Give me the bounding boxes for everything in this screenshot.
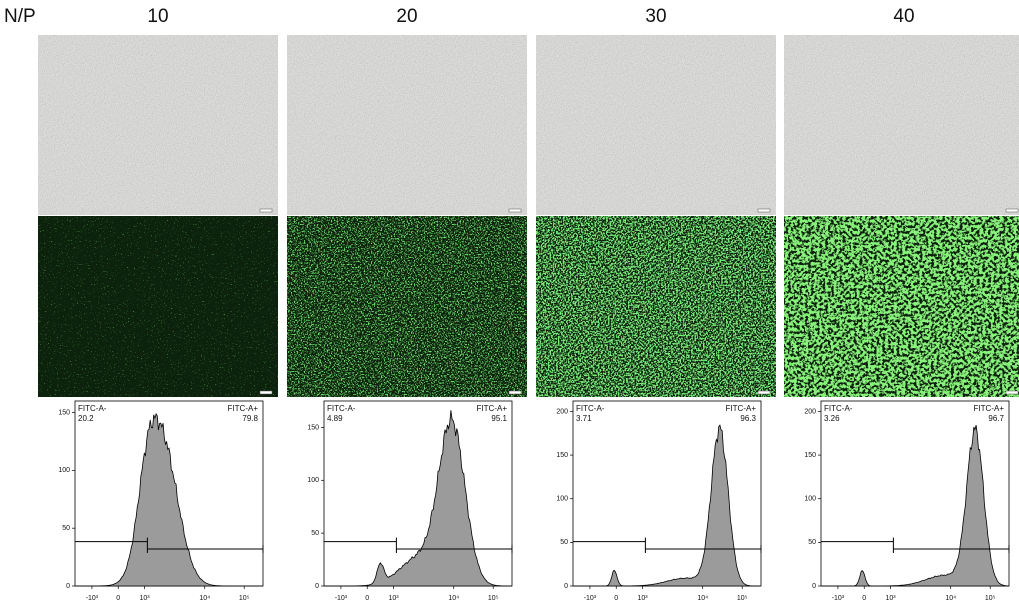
histogram-curve xyxy=(75,412,263,587)
gate-label: FITC-A- xyxy=(78,404,107,413)
gate-percent: 96.3 xyxy=(740,414,756,423)
x-tick-label: 10⁵ xyxy=(239,595,250,602)
fluorescence-image xyxy=(536,216,776,397)
gate-label: FITC-A+ xyxy=(228,404,259,413)
column-label: 40 xyxy=(893,6,914,27)
gate-label: FITC-A+ xyxy=(726,404,757,413)
y-tick-label: 100 xyxy=(58,467,70,474)
y-tick-label: 50 xyxy=(560,539,568,546)
y-tick-label: 150 xyxy=(804,452,816,459)
y-tick-label: 150 xyxy=(556,452,568,459)
brightfield-image xyxy=(536,35,776,215)
scale-bar xyxy=(757,208,771,213)
x-tick-label: -10³ xyxy=(832,595,845,602)
y-tick-label: 0 xyxy=(812,583,816,590)
column-label: 10 xyxy=(147,6,168,27)
brightfield-image xyxy=(784,35,1019,215)
x-tick-label: 10⁴ xyxy=(448,595,459,602)
y-tick-label: 100 xyxy=(556,496,568,503)
x-tick-label: 10⁵ xyxy=(985,595,996,602)
fluorescence-image xyxy=(38,216,278,397)
gate-percent: 3.26 xyxy=(824,414,840,423)
histogram-curve xyxy=(573,424,761,587)
gate-percent: 79.8 xyxy=(242,414,258,423)
gate-label: FITC-A- xyxy=(576,404,605,413)
y-tick-label: 100 xyxy=(307,477,319,484)
gate-percent: 20.2 xyxy=(78,414,94,423)
y-tick-label: 50 xyxy=(808,539,816,546)
column-label: 30 xyxy=(645,6,666,27)
gate-label: FITC-A+ xyxy=(974,404,1005,413)
x-tick-label: 10³ xyxy=(388,595,399,602)
y-tick-label: 0 xyxy=(564,583,568,590)
gate-label: FITC-A+ xyxy=(477,404,508,413)
y-tick-label: 50 xyxy=(62,525,70,532)
gate-percent: 95.1 xyxy=(491,414,507,423)
y-tick-label: 200 xyxy=(556,408,568,415)
gate-percent: 3.71 xyxy=(576,414,592,423)
gate-label: FITC-A- xyxy=(824,404,853,413)
scale-bar xyxy=(259,390,273,395)
scale-bar xyxy=(1005,390,1019,395)
brightfield-image xyxy=(38,35,278,215)
x-tick-label: 0 xyxy=(862,595,866,602)
y-tick-label: 150 xyxy=(307,424,319,431)
brightfield-image xyxy=(287,35,527,215)
x-tick-label: 0 xyxy=(365,595,369,602)
fluorescence-image xyxy=(287,216,527,397)
x-tick-label: 10⁴ xyxy=(697,595,708,602)
x-tick-label: 10³ xyxy=(885,595,896,602)
y-tick-label: 0 xyxy=(315,583,319,590)
x-tick-label: 0 xyxy=(116,595,120,602)
x-tick-label: 10³ xyxy=(637,595,648,602)
x-tick-label: 0 xyxy=(614,595,618,602)
x-tick-label: 10⁴ xyxy=(199,595,210,602)
x-tick-label: 10³ xyxy=(139,595,150,602)
row-label: N/P xyxy=(4,6,36,27)
gate-label: FITC-A- xyxy=(327,404,356,413)
histogram-curve xyxy=(821,424,1010,587)
column-label: 20 xyxy=(396,6,417,27)
x-tick-label: -10³ xyxy=(335,595,348,602)
scale-bar xyxy=(508,390,522,395)
x-tick-label: -10³ xyxy=(584,595,597,602)
histogram-curve xyxy=(324,410,512,587)
scale-bar xyxy=(508,208,522,213)
x-tick-label: -10³ xyxy=(86,595,99,602)
scale-bar xyxy=(757,390,771,395)
y-tick-label: 200 xyxy=(804,408,816,415)
y-tick-label: 100 xyxy=(804,496,816,503)
fluorescence-image xyxy=(784,216,1019,397)
x-tick-label: 10⁴ xyxy=(945,595,956,602)
gate-percent: 4.89 xyxy=(327,414,343,423)
scale-bar xyxy=(259,208,273,213)
y-tick-label: 50 xyxy=(311,530,319,537)
x-tick-label: 10⁵ xyxy=(488,595,499,602)
gate-percent: 96.7 xyxy=(988,414,1004,423)
y-tick-label: 0 xyxy=(66,583,70,590)
scale-bar xyxy=(1005,208,1019,213)
x-tick-label: 10⁵ xyxy=(737,595,748,602)
y-tick-label: 150 xyxy=(58,409,70,416)
